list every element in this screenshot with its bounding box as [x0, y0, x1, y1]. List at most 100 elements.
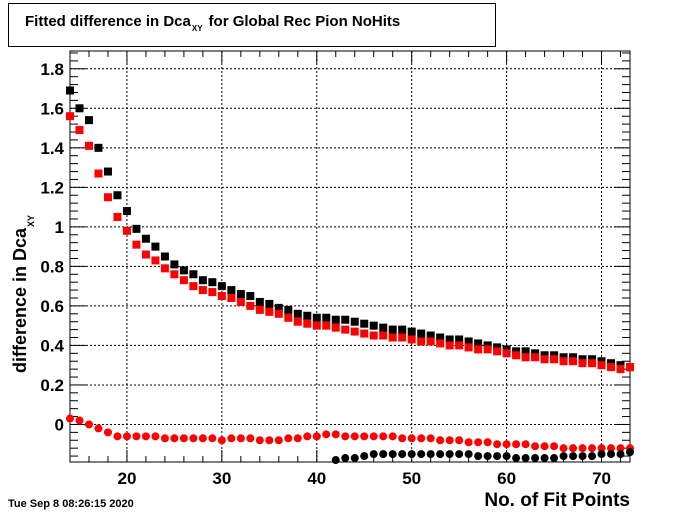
- data-point-square: [141, 234, 150, 243]
- y-tick-label: 1.2: [40, 178, 64, 197]
- data-point-square: [246, 301, 255, 310]
- data-point-square: [113, 212, 122, 221]
- data-point-square: [626, 363, 634, 372]
- data-point-circle: [284, 434, 293, 443]
- data-point-square: [293, 317, 302, 326]
- data-point-circle: [198, 434, 207, 443]
- data-point-square: [512, 351, 521, 360]
- data-point-square: [217, 292, 226, 301]
- data-point-square: [616, 365, 625, 374]
- data-point-square: [350, 317, 359, 326]
- y-tick-label: 0.4: [40, 336, 64, 355]
- data-point-circle: [360, 432, 369, 441]
- data-point-circle: [341, 432, 350, 441]
- data-point-square: [75, 104, 84, 113]
- data-point-circle: [160, 434, 169, 443]
- y-tick-label: 0.8: [40, 257, 64, 276]
- data-point-square: [521, 353, 530, 362]
- data-point-square: [493, 347, 502, 356]
- data-point-circle: [569, 444, 578, 453]
- data-point-square: [284, 313, 293, 322]
- data-point-circle: [493, 452, 502, 461]
- data-point-circle: [360, 452, 369, 461]
- data-point-circle: [464, 450, 473, 459]
- data-point-square: [607, 363, 616, 372]
- title-box: Fitted difference in DcaXY for Global Rec…: [8, 3, 496, 47]
- data-point-circle: [512, 454, 521, 463]
- data-point-square: [597, 361, 606, 370]
- data-point-circle: [341, 454, 350, 463]
- data-point-square: [436, 333, 445, 342]
- data-point-square: [113, 191, 122, 200]
- data-point-square: [331, 323, 340, 332]
- data-point-circle: [626, 448, 634, 457]
- data-point-circle: [464, 438, 473, 447]
- data-point-square: [103, 193, 112, 202]
- data-point-circle: [597, 444, 606, 453]
- data-point-square: [540, 355, 549, 364]
- data-point-circle: [84, 420, 93, 429]
- data-point-circle: [426, 450, 435, 459]
- data-point-square: [474, 339, 483, 348]
- data-point-circle: [559, 444, 568, 453]
- data-point-square: [398, 325, 407, 334]
- data-point-circle: [151, 432, 160, 441]
- data-point-square: [341, 315, 350, 324]
- data-point-square: [369, 331, 378, 340]
- data-point-square: [217, 282, 226, 291]
- data-point-square: [578, 359, 587, 368]
- data-point-circle: [578, 444, 587, 453]
- data-point-square: [293, 309, 302, 318]
- data-point-circle: [502, 440, 511, 449]
- x-tick-label: 40: [307, 469, 326, 488]
- data-point-circle: [417, 450, 426, 459]
- data-point-circle: [540, 454, 549, 463]
- data-point-square: [426, 337, 435, 346]
- data-point-circle: [246, 434, 255, 443]
- data-point-square: [417, 329, 426, 338]
- data-point-square: [445, 341, 454, 350]
- data-point-circle: [597, 450, 606, 459]
- data-point-square: [312, 321, 321, 330]
- data-point-circle: [379, 432, 388, 441]
- data-point-square: [255, 305, 264, 314]
- data-point-circle: [350, 432, 359, 441]
- data-point-square: [198, 276, 207, 285]
- data-point-square: [407, 335, 416, 344]
- data-point-square: [284, 305, 293, 314]
- data-point-square: [550, 355, 559, 364]
- data-point-circle: [616, 444, 625, 453]
- datestamp: Tue Sep 8 08:26:15 2020: [8, 498, 134, 510]
- data-point-circle: [331, 456, 340, 465]
- data-point-square: [312, 313, 321, 322]
- data-point-square: [303, 311, 312, 320]
- data-point-square: [236, 290, 245, 299]
- data-point-circle: [512, 440, 521, 449]
- data-point-circle: [312, 432, 321, 441]
- data-point-square: [417, 337, 426, 346]
- data-point-circle: [521, 454, 530, 463]
- data-point-square: [360, 329, 369, 338]
- data-point-circle: [236, 434, 245, 443]
- data-point-square: [455, 335, 464, 344]
- data-point-circle: [179, 434, 188, 443]
- data-point-square: [265, 299, 274, 308]
- data-point-circle: [521, 440, 530, 449]
- data-point-square: [132, 224, 141, 233]
- data-point-circle: [550, 442, 559, 451]
- data-point-square: [379, 323, 388, 332]
- data-point-square: [94, 169, 103, 178]
- data-point-circle: [208, 434, 217, 443]
- data-point-circle: [398, 450, 407, 459]
- data-point-circle: [274, 436, 283, 445]
- data-point-circle: [398, 434, 407, 443]
- data-point-circle: [350, 454, 359, 463]
- data-point-square: [227, 286, 236, 295]
- y-axis-label: difference in DcaXY: [10, 143, 36, 373]
- data-point-square: [198, 286, 207, 295]
- data-point-square: [170, 270, 179, 279]
- data-point-circle: [369, 450, 378, 459]
- data-marks: [66, 86, 634, 465]
- series-3: [331, 448, 634, 465]
- data-point-square: [75, 126, 84, 135]
